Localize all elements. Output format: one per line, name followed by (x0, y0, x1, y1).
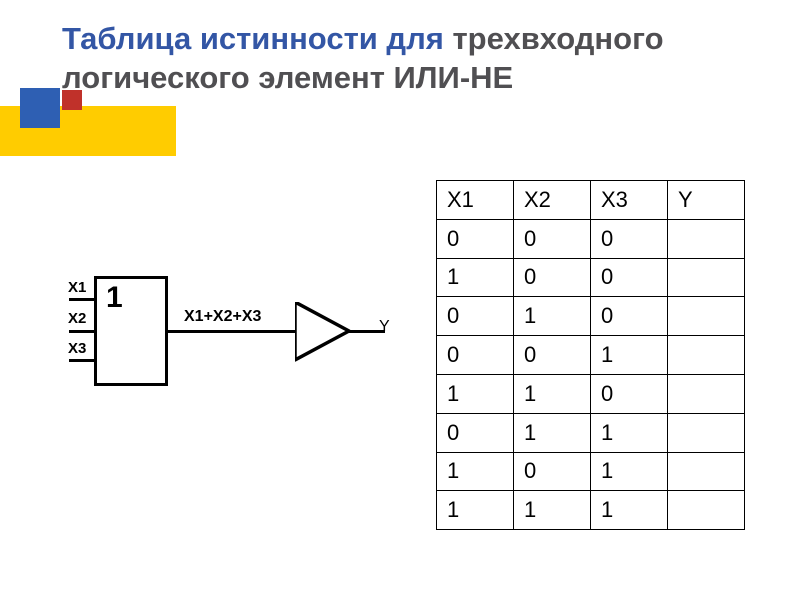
table-cell: 0 (514, 219, 591, 258)
table-cell: 0 (514, 258, 591, 297)
table-row: 1 1 1 (437, 491, 745, 530)
table-row: 0 0 1 (437, 336, 745, 375)
table-cell: 1 (437, 491, 514, 530)
table-cell: 0 (591, 374, 668, 413)
table-cell: 0 (591, 258, 668, 297)
gate-symbol: 1 (106, 281, 123, 315)
table-row: 1 0 0 (437, 258, 745, 297)
not-triangle-icon (295, 302, 355, 362)
expression-line (168, 330, 295, 333)
table-cell (668, 491, 745, 530)
logic-gate-diagram: 1 X1 X2 X3 X1+X2+X3 Y (34, 246, 404, 416)
input-label-x1: X1 (68, 279, 86, 296)
table-row: 0 0 0 (437, 219, 745, 258)
table-cell: 1 (437, 452, 514, 491)
table-cell (668, 452, 745, 491)
lead-x1 (69, 298, 95, 301)
lead-x3 (69, 359, 95, 362)
table-cell: 1 (437, 374, 514, 413)
table-cell: 1 (591, 336, 668, 375)
table-cell: 1 (514, 374, 591, 413)
table-row: 0 1 0 (437, 297, 745, 336)
output-label: Y (379, 318, 390, 336)
table-cell: 1 (591, 452, 668, 491)
table-cell (668, 297, 745, 336)
table-cell (668, 258, 745, 297)
col-header: X2 (514, 181, 591, 220)
input-label-x2: X2 (68, 310, 86, 327)
table-cell: 1 (514, 413, 591, 452)
table-cell: 0 (437, 297, 514, 336)
table-row: 1 1 0 (437, 374, 745, 413)
table-row: 1 0 1 (437, 452, 745, 491)
col-header: X1 (437, 181, 514, 220)
table-cell: 0 (591, 297, 668, 336)
table-cell: 0 (437, 336, 514, 375)
table-cell (668, 219, 745, 258)
table-cell: 1 (591, 413, 668, 452)
table-cell (668, 336, 745, 375)
table-cell: 1 (437, 258, 514, 297)
decor-blue (20, 88, 60, 128)
page-title: Таблица истинности для трехвходного логи… (62, 20, 770, 98)
table-cell (668, 413, 745, 452)
table-cell: 0 (514, 452, 591, 491)
col-header: X3 (591, 181, 668, 220)
table-cell: 0 (437, 219, 514, 258)
table-cell: 1 (514, 491, 591, 530)
truth-table: X1 X2 X3 Y 0 0 0 1 0 0 0 1 0 0 0 1 1 1 0… (436, 180, 745, 530)
table-cell: 1 (591, 491, 668, 530)
table-cell: 0 (591, 219, 668, 258)
title-accent: Таблица истинности для (62, 21, 444, 56)
table-cell: 1 (514, 297, 591, 336)
table-cell: 0 (514, 336, 591, 375)
expression-label: X1+X2+X3 (184, 308, 261, 326)
lead-x2 (69, 330, 95, 333)
table-header-row: X1 X2 X3 Y (437, 181, 745, 220)
table-cell: 0 (437, 413, 514, 452)
input-label-x3: X3 (68, 340, 86, 357)
table-row: 0 1 1 (437, 413, 745, 452)
table-cell (668, 374, 745, 413)
col-header: Y (668, 181, 745, 220)
